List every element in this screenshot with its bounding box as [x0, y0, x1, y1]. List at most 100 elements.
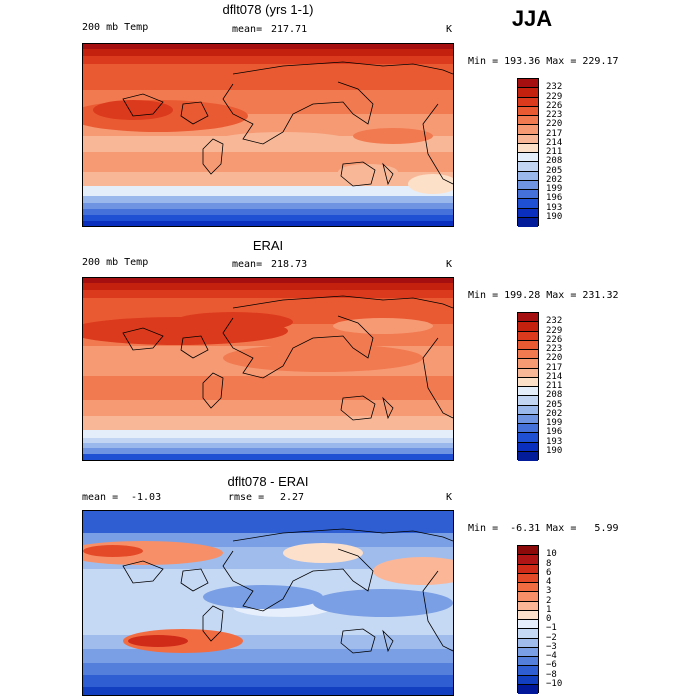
colorbar-swatch [518, 610, 538, 620]
coastline [202, 138, 224, 175]
colorbar-tick-label: 3 [546, 586, 552, 597]
colorbar-swatch [518, 125, 538, 135]
coastline [122, 560, 164, 584]
coastline [202, 605, 224, 642]
colorbar-swatch [518, 405, 538, 415]
field-band [83, 186, 453, 196]
field-region [353, 128, 433, 144]
mean-value: 218.73 [271, 259, 308, 270]
colorbar-tick-label: 190 [546, 445, 563, 456]
mean-label: mean = [82, 492, 119, 503]
field-band [83, 49, 453, 56]
colorbar-tick-label: 4 [546, 577, 552, 587]
colorbar-swatch [518, 620, 538, 630]
coastline [222, 81, 374, 145]
field-band [83, 663, 453, 675]
coastline [222, 315, 374, 379]
coastline [340, 628, 376, 654]
colorbar-tick-label: −4 [546, 651, 557, 661]
field-band [83, 443, 453, 448]
coastline [382, 629, 394, 653]
field-band [83, 649, 453, 663]
colorbar-swatch [518, 424, 538, 434]
min-max-label: Min = 193.36 Max = 229.17 [468, 56, 619, 67]
colorbar-tick-label: 229 [546, 325, 563, 336]
colorbar-swatch [518, 387, 538, 397]
colorbar-swatch [518, 313, 538, 323]
field-region [203, 585, 323, 609]
colorbar-swatch [518, 555, 538, 565]
field-band [83, 56, 453, 64]
mean-label: mean= [232, 24, 263, 35]
colorbar-tick-label: 1 [546, 604, 552, 615]
colorbar-tick-label: 214 [546, 371, 563, 382]
field-band [83, 416, 453, 430]
colorbar-swatch [518, 88, 538, 98]
coastline [180, 568, 209, 592]
colorbar-tick-label: 202 [546, 174, 563, 185]
coastline [232, 61, 453, 75]
colorbar-swatch [518, 143, 538, 153]
field-band [83, 438, 453, 443]
colorbar-swatch [518, 601, 538, 611]
variable-label: 200 mb Temp [82, 257, 149, 268]
colorbar-tick-label: 232 [546, 316, 563, 327]
colorbar-swatch [518, 573, 538, 583]
colorbar-tick-label: 196 [546, 193, 563, 204]
colorbar-swatch [518, 592, 538, 602]
colorbar-tick-label: 214 [546, 137, 563, 148]
colorbar-tick-label: 199 [546, 184, 563, 194]
field-band [83, 196, 453, 203]
rmse-value: 2.27 [280, 492, 305, 503]
coastline [222, 548, 374, 612]
colorbar-swatch [518, 396, 538, 406]
field-band [83, 290, 453, 298]
colorbar-swatch [518, 546, 538, 556]
colorbar-swatch [518, 638, 538, 648]
units-label: K [446, 24, 453, 35]
colorbar-tick-label: 2 [546, 595, 552, 606]
field-band [83, 215, 453, 221]
coastline [180, 335, 209, 359]
field-region [223, 344, 423, 372]
colorbar-swatch [518, 208, 538, 218]
coastline [232, 295, 453, 309]
field-band [83, 376, 453, 400]
coastline [232, 528, 453, 542]
colorbar-swatch [518, 377, 538, 387]
field-band [83, 675, 453, 687]
colorbar-swatch [518, 162, 538, 172]
colorbar-tick-label: −3 [546, 641, 557, 652]
colorbar-tick-label: 211 [546, 381, 563, 391]
colorbar-swatch [518, 350, 538, 360]
units-label: K [446, 259, 453, 270]
colorbar-swatch [518, 217, 538, 227]
coastline [382, 396, 394, 420]
colorbar-tick-label: 232 [546, 82, 563, 93]
field-band [83, 278, 453, 283]
field-band [83, 152, 453, 172]
min-max-label: Min = -6.31 Max = 5.99 [468, 523, 619, 534]
field-region [338, 164, 398, 180]
colorbar-swatch [518, 359, 538, 369]
colorbar-swatch [518, 433, 538, 443]
panel-title: ERAI [252, 238, 284, 253]
field-region [313, 589, 453, 617]
field-region [408, 174, 453, 194]
coastline [122, 93, 164, 117]
colorbar-swatch [518, 153, 538, 163]
colorbar-swatch [518, 331, 538, 341]
field-band [83, 64, 453, 90]
colorbar-swatch [518, 190, 538, 200]
colorbar-tick-label: 205 [546, 165, 563, 176]
mean-value: -1.03 [131, 492, 162, 503]
variable-label: 200 mb Temp [82, 22, 149, 33]
colorbar-tick-label: −6 [546, 660, 557, 671]
colorbar-swatch [518, 79, 538, 89]
field-band [83, 430, 453, 438]
colorbar-swatch [518, 106, 538, 116]
colorbar-tick-label: 193 [546, 436, 563, 447]
colorbar-tick-label: 6 [546, 567, 552, 578]
field-band [83, 44, 453, 49]
colorbar-swatch [518, 564, 538, 574]
